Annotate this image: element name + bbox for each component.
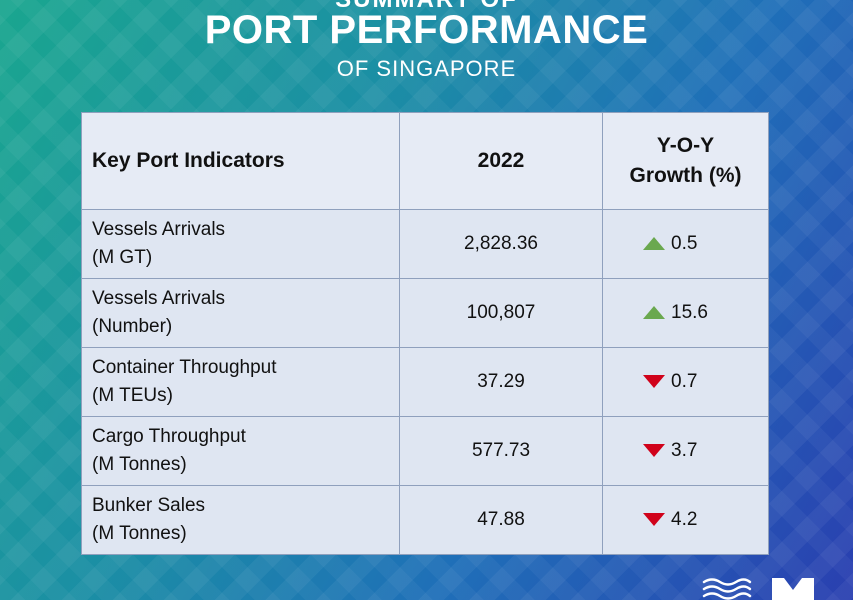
indicator-unit: (M Tonnes)	[92, 523, 187, 544]
growth-cell: 3.7	[602, 416, 769, 486]
growth-cell: 4.2	[602, 485, 769, 555]
table-row: Vessels Arrivals (Number) 100,807 15.6	[81, 278, 769, 348]
header-growth: Y-O-Y Growth (%)	[602, 112, 769, 210]
table-row: Container Throughput (M TEUs) 37.29 0.7	[81, 347, 769, 417]
triangle-down-icon	[643, 375, 665, 389]
growth-value: 4.2	[671, 509, 698, 530]
indicator-value: 577.73	[399, 416, 603, 486]
indicator-unit: (M GT)	[92, 247, 153, 268]
port-indicators-table: Key Port Indicators 2022 Y-O-Y Growth (%…	[81, 112, 769, 555]
triangle-up-icon	[643, 237, 665, 251]
indicator-label: Cargo Throughput	[92, 426, 246, 447]
growth-value: 0.5	[671, 233, 698, 254]
growth-cell: 0.5	[602, 209, 769, 279]
growth-value: 15.6	[671, 302, 708, 323]
indicator-unit: (M TEUs)	[92, 385, 173, 406]
indicator-value: 37.29	[399, 347, 603, 417]
header-indicators: Key Port Indicators	[81, 112, 400, 210]
table-row: Cargo Throughput (M Tonnes) 577.73 3.7	[81, 416, 769, 486]
indicator-label: Bunker Sales	[92, 495, 206, 516]
cut-title: SUMMARY OF	[0, 0, 853, 14]
indicator-label: Vessels Arrivals	[92, 288, 226, 309]
table-row: Vessels Arrivals (M GT) 2,828.36 0.5	[81, 209, 769, 279]
growth-cell: 0.7	[602, 347, 769, 417]
indicator-value: 2,828.36	[399, 209, 603, 279]
triangle-down-icon	[643, 513, 665, 527]
header-growth-line2: Growth (%)	[629, 164, 742, 187]
header-growth-line1: Y-O-Y	[656, 134, 715, 157]
indicator-name: Bunker Sales (M Tonnes)	[81, 485, 400, 555]
page-subtitle: OF SINGAPORE	[336, 56, 517, 81]
indicator-name: Cargo Throughput (M Tonnes)	[81, 416, 400, 486]
indicator-name: Vessels Arrivals (M GT)	[81, 209, 400, 279]
triangle-down-icon	[643, 444, 665, 458]
indicator-unit: (Number)	[92, 316, 173, 337]
growth-cell: 15.6	[602, 278, 769, 348]
indicator-value: 47.88	[399, 485, 603, 555]
indicator-label: Vessels Arrivals	[92, 219, 226, 240]
growth-value: 0.7	[671, 371, 698, 392]
table-header-row: Key Port Indicators 2022 Y-O-Y Growth (%…	[81, 112, 769, 210]
triangle-up-icon	[643, 306, 665, 320]
indicator-unit: (M Tonnes)	[92, 454, 187, 475]
indicator-value: 100,807	[399, 278, 603, 348]
page-title: PORT PERFORMANCE	[204, 8, 649, 52]
mpa-logo-icon	[702, 578, 814, 600]
indicator-name: Vessels Arrivals (Number)	[81, 278, 400, 348]
header-year: 2022	[399, 112, 603, 210]
indicator-name: Container Throughput (M TEUs)	[81, 347, 400, 417]
growth-value: 3.7	[671, 440, 698, 461]
table-row: Bunker Sales (M Tonnes) 47.88 4.2	[81, 485, 769, 555]
indicator-label: Container Throughput	[92, 357, 277, 378]
